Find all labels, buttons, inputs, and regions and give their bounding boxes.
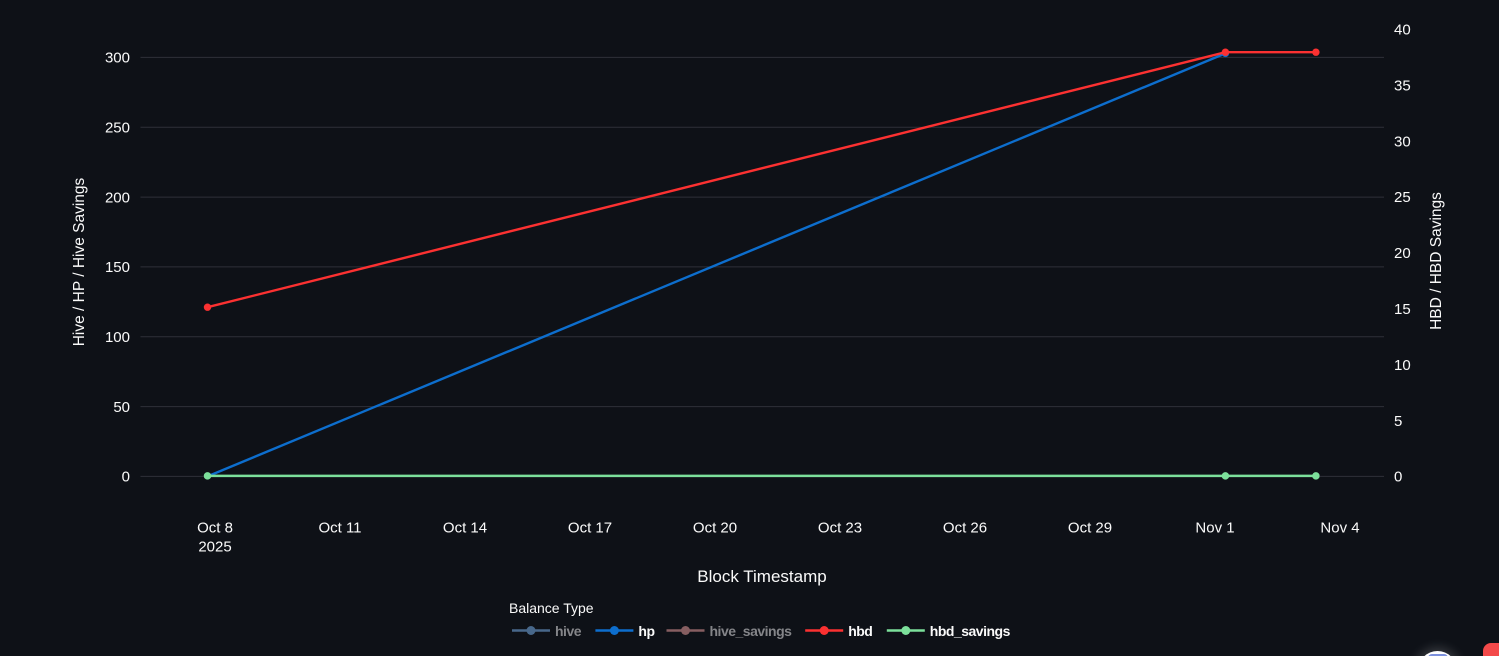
svg-text:100: 100 xyxy=(105,329,130,346)
svg-text:Oct 14: Oct 14 xyxy=(443,520,487,537)
svg-text:Hive / HP / Hive Savings: Hive / HP / Hive Savings xyxy=(71,177,88,346)
svg-text:40: 40 xyxy=(1394,22,1411,39)
svg-text:150: 150 xyxy=(105,259,130,276)
svg-text:Nov 1: Nov 1 xyxy=(1195,520,1234,537)
svg-text:hive: hive xyxy=(555,623,582,639)
svg-text:Nov 4: Nov 4 xyxy=(1320,520,1359,537)
svg-text:Oct 29: Oct 29 xyxy=(1068,520,1112,537)
svg-text:2025: 2025 xyxy=(198,539,231,556)
svg-text:200: 200 xyxy=(105,189,130,206)
svg-text:30: 30 xyxy=(1394,133,1411,150)
svg-text:15: 15 xyxy=(1394,301,1411,318)
svg-text:Oct 20: Oct 20 xyxy=(693,520,737,537)
svg-text:50: 50 xyxy=(113,399,130,416)
svg-text:hive_savings: hive_savings xyxy=(710,623,793,639)
svg-text:Oct 23: Oct 23 xyxy=(818,520,862,537)
svg-text:0: 0 xyxy=(1394,469,1402,486)
svg-text:Balance Type: Balance Type xyxy=(509,600,594,616)
svg-text:hbd: hbd xyxy=(848,623,872,639)
svg-text:0: 0 xyxy=(122,469,130,486)
svg-text:20: 20 xyxy=(1394,245,1411,262)
svg-text:250: 250 xyxy=(105,120,130,137)
svg-text:HBD / HBD Savings: HBD / HBD Savings xyxy=(1428,192,1445,330)
svg-text:300: 300 xyxy=(105,50,130,67)
svg-text:hp: hp xyxy=(638,623,654,639)
svg-text:5: 5 xyxy=(1394,413,1402,430)
svg-text:Block Timestamp: Block Timestamp xyxy=(697,567,826,586)
svg-text:25: 25 xyxy=(1394,189,1411,206)
svg-text:10: 10 xyxy=(1394,357,1411,374)
svg-text:Oct 26: Oct 26 xyxy=(943,520,987,537)
svg-text:hbd_savings: hbd_savings xyxy=(930,623,1011,639)
svg-text:Oct 11: Oct 11 xyxy=(318,520,361,537)
svg-text:Oct 8: Oct 8 xyxy=(197,520,233,537)
svg-text:Oct 17: Oct 17 xyxy=(568,520,612,537)
svg-text:35: 35 xyxy=(1394,77,1411,94)
